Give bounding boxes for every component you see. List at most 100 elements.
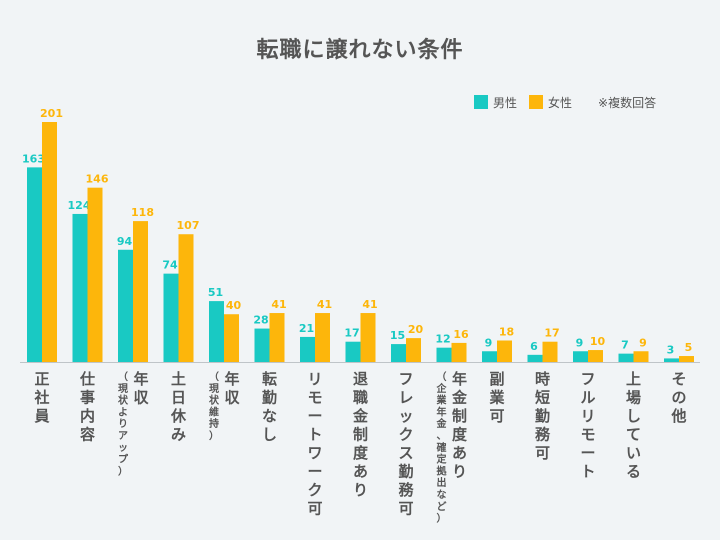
category-label-char: 業 (488, 389, 505, 407)
category-label-char: ッ (398, 407, 413, 425)
category-sublabel-char: な (437, 489, 447, 501)
data-label-female: 5 (685, 341, 693, 354)
data-label-male: 21 (299, 322, 314, 335)
category-label-char: 可 (535, 444, 550, 462)
bar-male (436, 347, 452, 362)
category-sublabel-char: 現 (118, 383, 128, 395)
category-label-char: 年 (133, 370, 148, 388)
category-label-char: ー (307, 407, 322, 425)
data-label-male: 7 (621, 339, 629, 352)
data-label-male: 51 (208, 286, 223, 299)
data-label-female: 9 (639, 336, 647, 349)
data-label-female: 17 (544, 327, 559, 340)
category-label-char: 上 (626, 370, 641, 388)
category-label-char: る (626, 463, 641, 481)
category-sublabel-char: よ (118, 406, 128, 418)
category-label-char: 金 (451, 389, 468, 407)
category-sublabel-char: 定 (437, 453, 447, 466)
data-label-female: 41 (317, 298, 332, 311)
data-label-female: 118 (131, 206, 154, 219)
bar-male (254, 328, 270, 362)
category-label-char: 可 (489, 407, 504, 425)
chart-title: 転職に譲れない条件 (256, 38, 464, 63)
data-label-female: 20 (408, 323, 424, 336)
category-label-char: 年 (452, 370, 467, 388)
category-label-char: り (452, 463, 467, 481)
legend-item-male: 男性 (474, 94, 517, 111)
legend-item-female: 女性 (529, 94, 572, 111)
category-label-char: 転 (262, 370, 277, 388)
category-label-char: 短 (535, 389, 550, 407)
category-label-char: 勤 (535, 407, 550, 425)
category-label-char: 度 (452, 426, 468, 444)
bar-female (42, 122, 57, 362)
category-label-char: レ (398, 389, 413, 407)
category-label-char: 員 (33, 407, 49, 425)
category-sublabel-char: （ (209, 370, 219, 383)
category-sublabel-char: 持 (209, 417, 219, 430)
category-label-char: な (262, 407, 277, 425)
legend-label-female: 女性 (548, 95, 573, 110)
bar-female (497, 340, 512, 362)
category-sublabel-char: ） (118, 464, 128, 477)
data-label-male: 9 (485, 336, 493, 349)
category-sublabel-char: ッ (118, 443, 128, 454)
category-label-char: 時 (535, 370, 550, 388)
data-label-female: 40 (226, 299, 242, 312)
category-label-char: ー (307, 463, 322, 481)
category-label-char: 金 (352, 407, 369, 425)
category-label-char: あ (353, 463, 368, 481)
category-label-char: 他 (670, 407, 686, 425)
category-label-char: の (671, 389, 686, 407)
bar-female (588, 350, 603, 362)
bar-female (451, 342, 467, 362)
data-label-female: 18 (499, 326, 514, 339)
data-label-male: 163 (22, 152, 45, 165)
category-label-char: モ (307, 389, 322, 407)
category-sublabel-char: 、 (437, 431, 447, 442)
category-label-char: ト (580, 463, 595, 481)
category-label-char: 収 (224, 389, 240, 407)
category-sublabel-char: 現 (209, 383, 219, 395)
category-label-char: 容 (79, 426, 95, 444)
data-label-male: 17 (344, 327, 359, 340)
category-label-char: ク (307, 481, 322, 499)
bar-male (163, 273, 179, 362)
bar-male (300, 336, 315, 362)
category-label-char: し (626, 407, 641, 425)
category-sublabel-char: 企 (436, 382, 448, 395)
category-label-char: い (626, 444, 641, 462)
category-label-char: 仕 (79, 370, 95, 388)
data-label-female: 107 (177, 219, 200, 232)
category-label-char: ス (398, 444, 413, 462)
category-label-char: 退 (353, 370, 368, 388)
data-label-female: 41 (362, 298, 377, 311)
data-label-female: 10 (590, 335, 606, 348)
category-label-char: 収 (133, 389, 149, 407)
category-label-char: 正 (34, 370, 49, 388)
category-label-char: 可 (398, 500, 413, 518)
category-sublabel-char: プ (118, 453, 129, 466)
category-label-char: 勤 (398, 463, 413, 481)
category-label-char: そ (671, 370, 686, 388)
data-label-male: 15 (390, 329, 405, 342)
legend-swatch-male (474, 95, 488, 109)
bar-male (118, 249, 133, 362)
data-label-male: 28 (253, 314, 268, 327)
category-label-char: 務 (398, 481, 414, 499)
category-sublabel-char: ど (437, 500, 447, 513)
category-label-char: 社 (33, 389, 49, 407)
multiple-answer-note: ※複数回答 (598, 95, 657, 110)
bar-female (269, 313, 285, 362)
category-sublabel-char: 年 (437, 405, 447, 418)
data-label-male: 124 (68, 199, 91, 212)
category-label-char: ク (398, 426, 413, 444)
category-sublabel-char: 金 (436, 417, 448, 430)
data-label-female: 201 (40, 107, 63, 120)
bar-male (72, 213, 88, 362)
category-label-char: ワ (307, 444, 322, 462)
category-label-char: て (626, 426, 641, 444)
legend: 男性 女性 ※複数回答 (474, 94, 656, 110)
bar-male (391, 344, 406, 362)
